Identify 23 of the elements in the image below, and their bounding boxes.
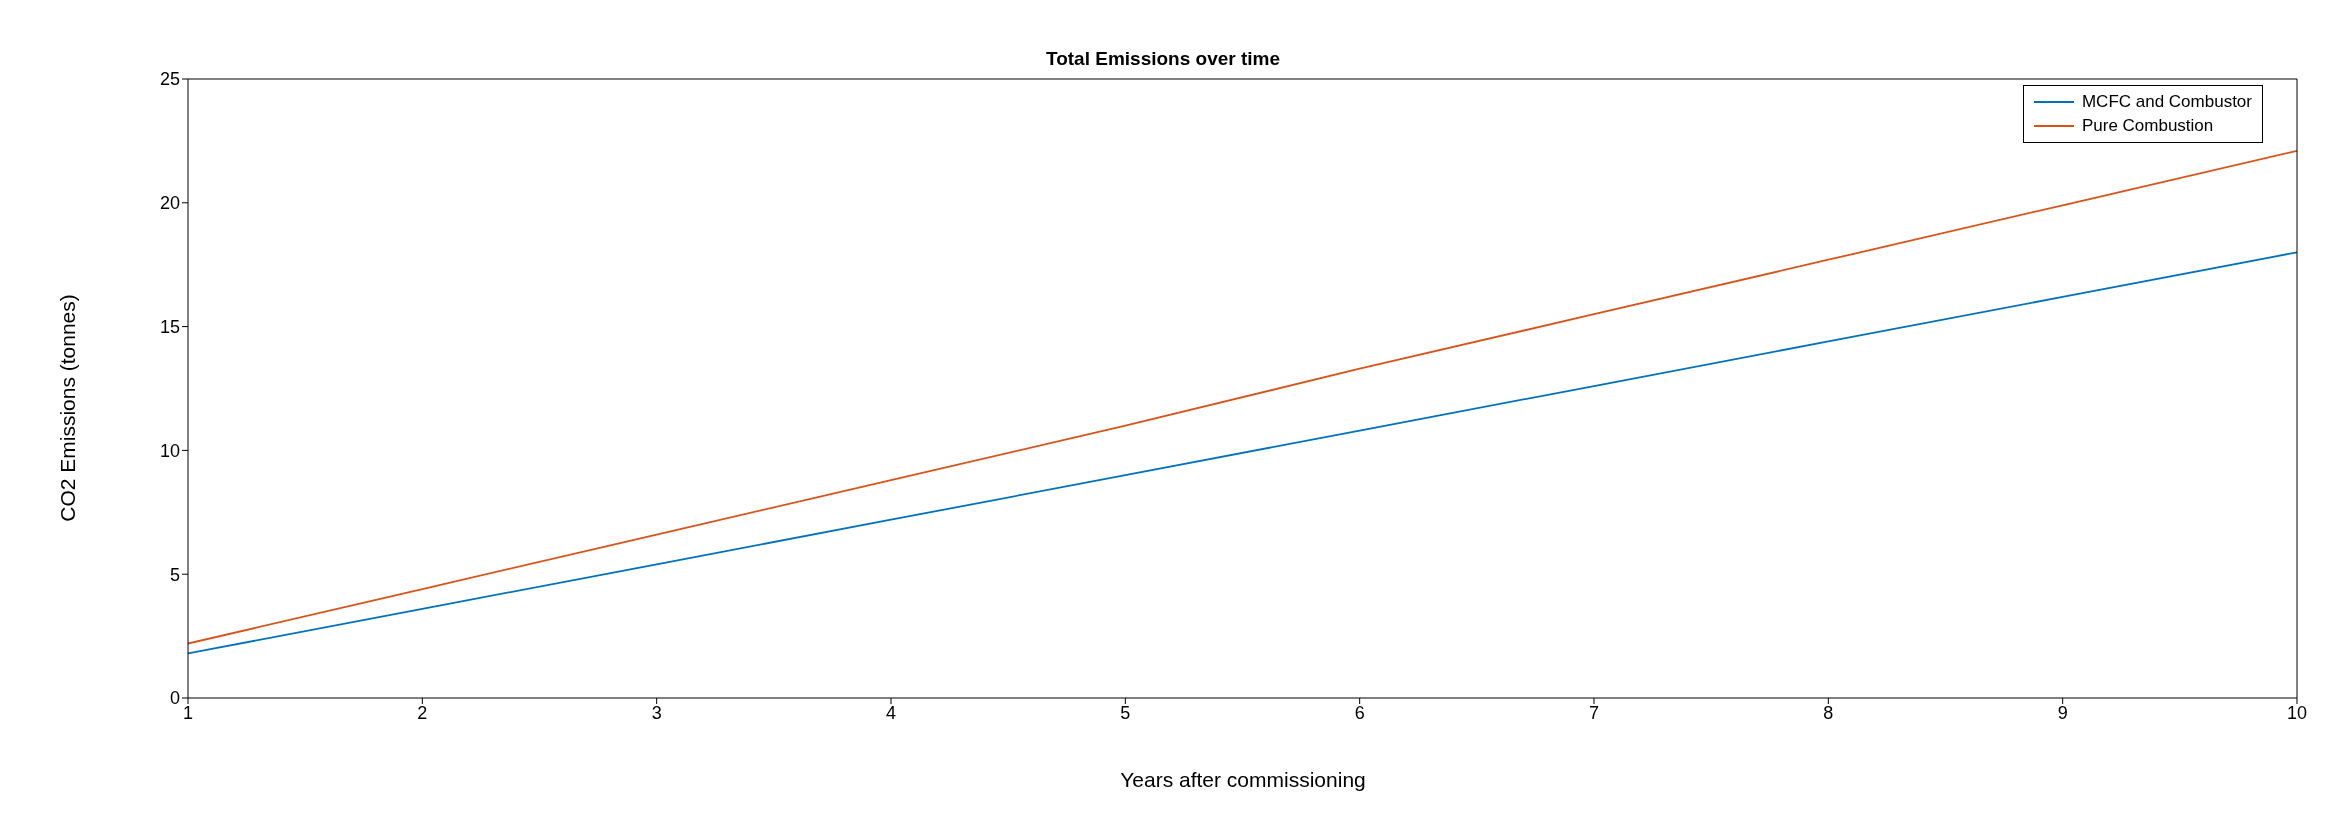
y-tick-label: 25: [159, 69, 180, 90]
legend-label: Pure Combustion: [2081, 115, 2214, 137]
x-tick-label: 10: [2286, 702, 2308, 723]
y-tick-label: 10: [159, 440, 180, 461]
x-tick-label: 8: [1823, 702, 1834, 723]
legend-label: MCFC and Combustor: [2081, 91, 2252, 113]
y-tick-label: 15: [159, 316, 180, 337]
chart-title: Total Emissions over time: [1044, 48, 1282, 70]
y-tick-label: 20: [159, 193, 180, 214]
y-tick-label: 5: [169, 564, 180, 585]
y-tick-label: 0: [169, 688, 180, 709]
x-tick-label: 4: [885, 702, 897, 723]
y-axis-title: CO2 Emissions (tonnes): [56, 294, 80, 522]
x-axis-title: Years after commissioning: [1119, 768, 1367, 792]
x-tick-label: 2: [417, 702, 428, 723]
line-series: [188, 251, 2297, 655]
x-tick-label: 3: [651, 702, 662, 723]
x-tick-label: 9: [2057, 702, 2068, 723]
line-series: [188, 149, 2297, 645]
x-tick-label: 6: [1354, 702, 1365, 723]
x-tick-label: 7: [1588, 702, 1600, 723]
x-tick-label: 1: [182, 702, 194, 723]
x-tick-label: 5: [1120, 702, 1131, 723]
